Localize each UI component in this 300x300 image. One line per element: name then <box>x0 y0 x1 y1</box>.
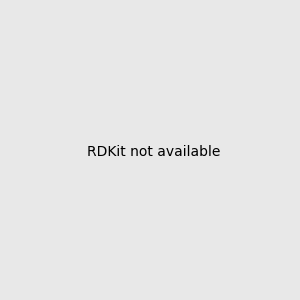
Text: RDKit not available: RDKit not available <box>87 145 220 158</box>
